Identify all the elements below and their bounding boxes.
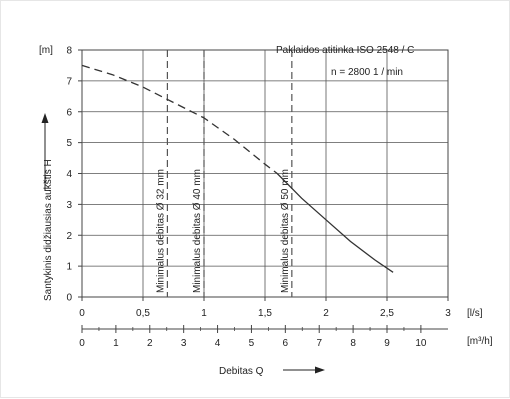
x-tick-label-m3h: 8 <box>350 338 356 349</box>
y-tick-label: 0 <box>66 293 72 304</box>
min-flow-label: Minimalus debitas Ø 40 mm <box>192 169 203 293</box>
grid <box>81 49 449 298</box>
y-axis-label: Santykinis didžiausias aukštis H <box>43 159 54 301</box>
x-tick-label-ls: 2,5 <box>380 308 394 319</box>
y-tick-label: 2 <box>66 231 72 242</box>
minimum-flow-lines: Minimalus debitas Ø 32 mm Minimalus debit… <box>155 50 293 297</box>
pump-curve <box>81 64 394 273</box>
curve-dashed <box>81 64 278 175</box>
labels: Paklaidos atitinka ISO 2548 / C n = 2800… <box>39 45 493 377</box>
x-tick-label-m3h: 6 <box>283 338 289 349</box>
x-unit-ls-label: [l/s] <box>467 308 483 319</box>
x-tick-label-m3h: 10 <box>415 338 427 349</box>
axes: 0 1 2 3 4 5 6 7 8 0 0,5 1 1,5 2 2,5 3 0 1 2 3 4 5 6 7 8 9 10 <box>66 46 451 350</box>
x-tick-label-ls: 1,5 <box>258 308 272 319</box>
min-flow-label: Minimalus debitas Ø 32 mm <box>155 169 166 293</box>
chart-title: Paklaidos atitinka ISO 2548 / C <box>276 45 414 56</box>
y-unit-label: [m] <box>39 45 53 56</box>
curve-solid <box>276 173 394 273</box>
x-axis-label: Debitas Q <box>219 366 264 377</box>
x-tick-label-m3h: 5 <box>249 338 255 349</box>
x-tick-label-m3h: 4 <box>215 338 221 349</box>
y-axis-arrow <box>41 113 49 191</box>
x-tick-label-ls: 0,5 <box>136 308 150 319</box>
x-unit-m3h-label: [m³/h] <box>467 336 493 347</box>
y-tick-label: 4 <box>66 169 72 180</box>
x-tick-label-ls: 0 <box>79 308 85 319</box>
y-tick-label: 1 <box>66 262 72 273</box>
y-tick-label: 5 <box>66 138 72 149</box>
y-tick-label: 6 <box>66 107 72 118</box>
x-tick-label-m3h: 1 <box>113 338 119 349</box>
y-tick-label: 7 <box>66 76 72 87</box>
y-tick-label: 3 <box>66 200 72 211</box>
x-axis-arrow <box>283 366 325 374</box>
x-tick-label-m3h: 0 <box>79 338 85 349</box>
x-tick-label-ls: 1 <box>201 308 207 319</box>
x-tick-label-ls: 2 <box>323 308 329 319</box>
y-tick-label: 8 <box>66 46 72 57</box>
x-tick-label-m3h: 9 <box>384 338 390 349</box>
x-tick-label-m3h: 7 <box>316 338 322 349</box>
x-tick-label-ls: 3 <box>445 308 451 319</box>
min-flow-label: Minimalus debitas Ø 50 mm <box>280 169 291 293</box>
x-tick-label-m3h: 2 <box>147 338 153 349</box>
speed-note: n = 2800 1 / min <box>331 67 403 78</box>
x-tick-label-m3h: 3 <box>181 338 187 349</box>
